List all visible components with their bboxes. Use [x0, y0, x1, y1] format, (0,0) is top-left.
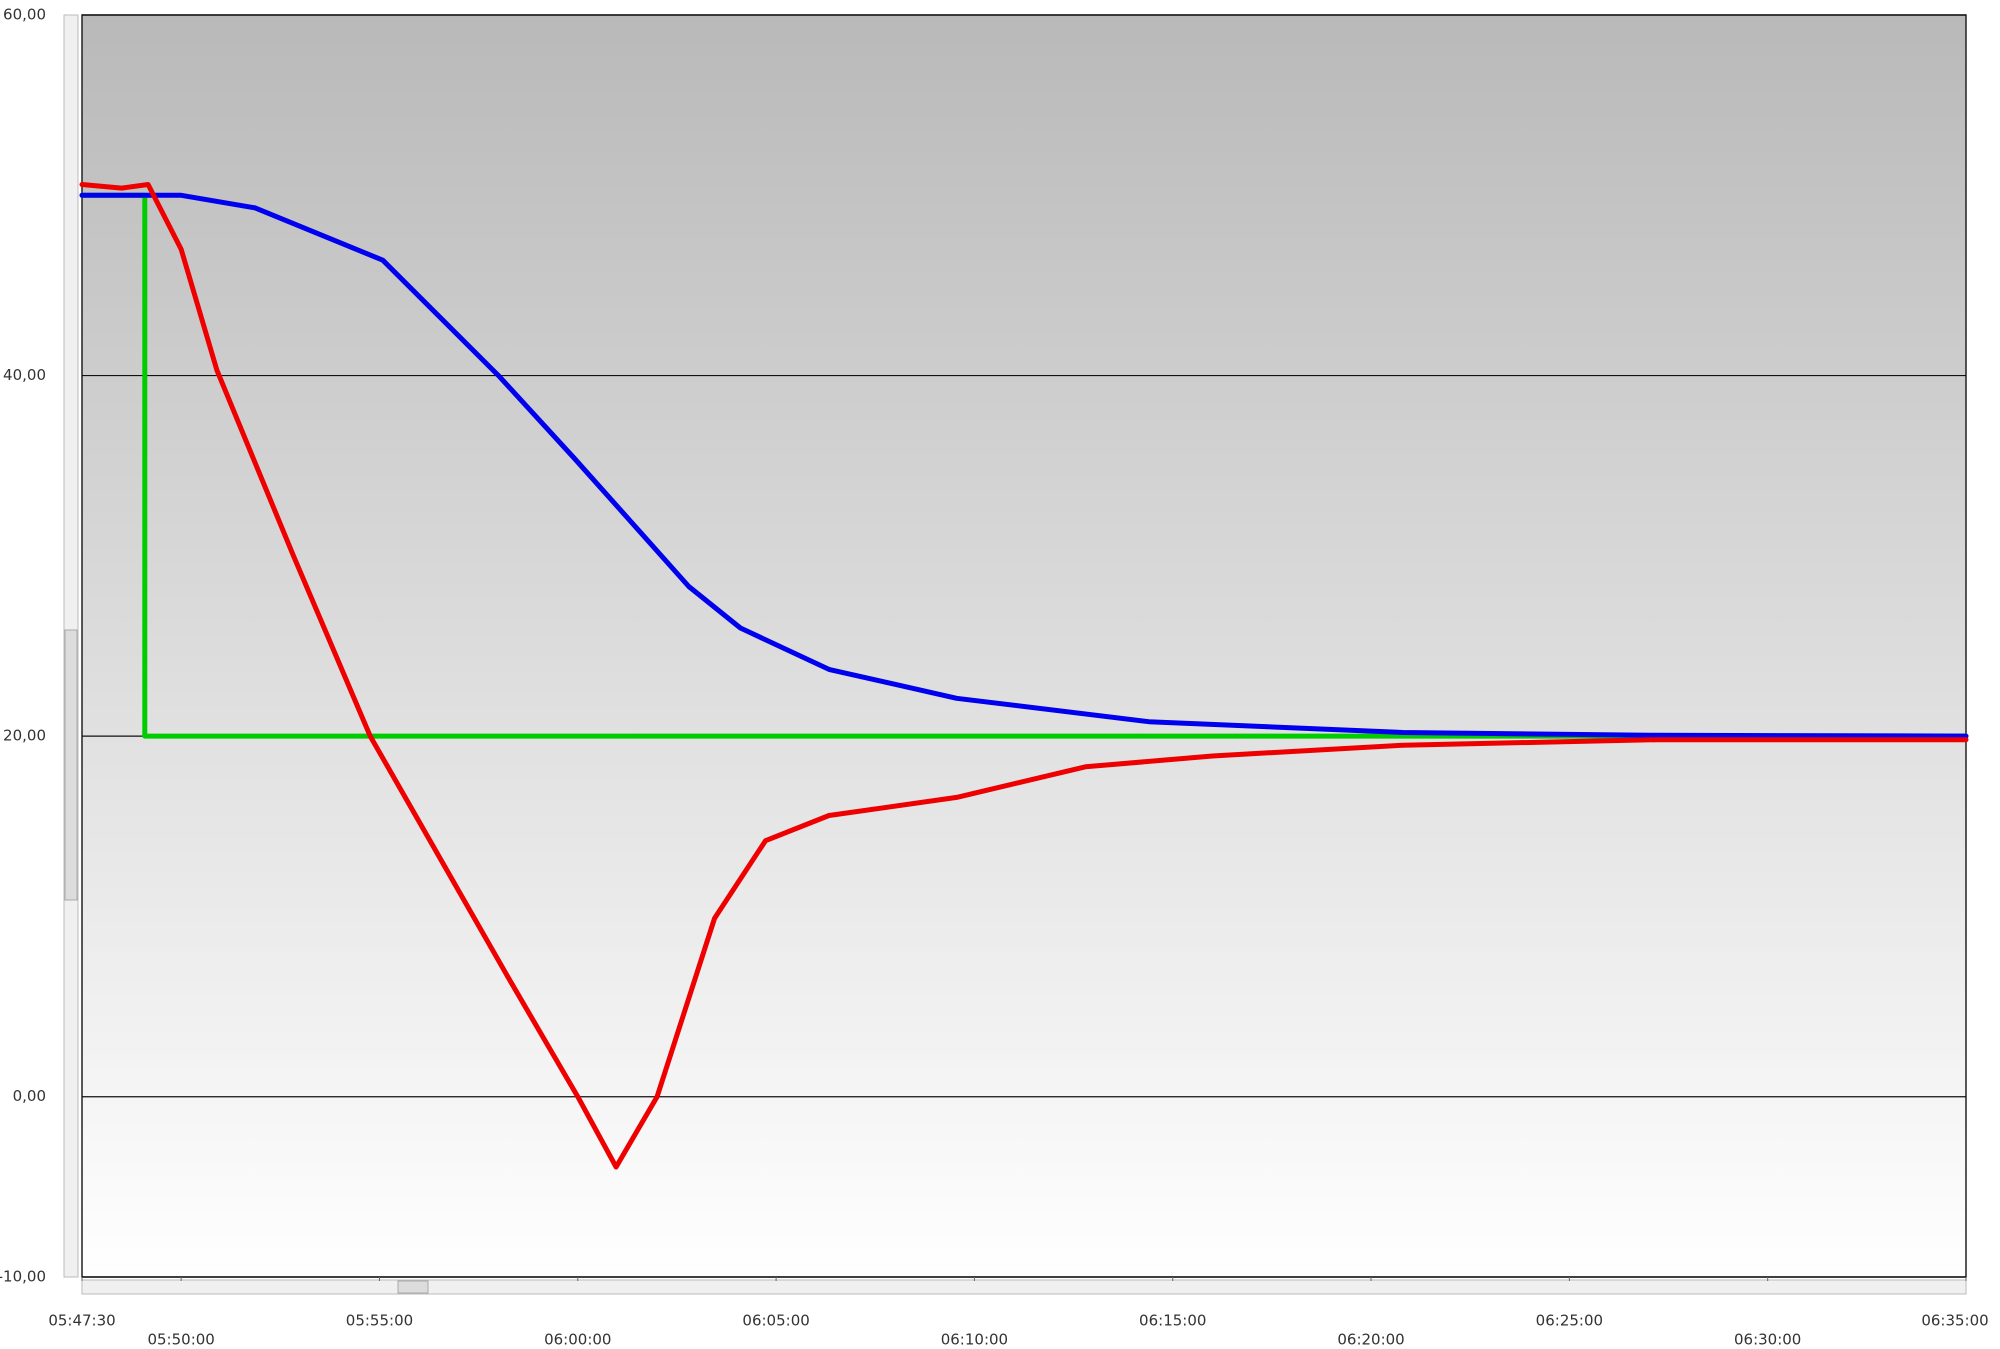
vertical-scroll-thumb[interactable]	[64, 629, 78, 901]
plot-area	[81, 14, 1967, 1278]
x-tick-label: 06:35:00	[1921, 1312, 1988, 1330]
series-line	[79, 192, 1969, 739]
y-tick-label: 0,00	[13, 1087, 46, 1105]
x-tick-label: 06:30:00	[1734, 1331, 1801, 1349]
x-tick-label: 06:05:00	[742, 1312, 809, 1330]
x-tick-label: 06:20:00	[1337, 1331, 1404, 1349]
y-tick-label: -10,00	[0, 1268, 46, 1286]
series-line	[79, 182, 1969, 1170]
x-tick-label: 06:10:00	[941, 1331, 1008, 1349]
horizontal-scrollbar[interactable]	[81, 1279, 1967, 1295]
x-tick-label: 05:47:30	[48, 1312, 115, 1330]
x-tick-label: 06:00:00	[544, 1331, 611, 1349]
y-tick-label: 40,00	[3, 366, 46, 384]
horizontal-scroll-thumb[interactable]	[397, 1280, 429, 1294]
x-tick-label: 06:25:00	[1536, 1312, 1603, 1330]
x-tick-label: 05:50:00	[147, 1331, 214, 1349]
y-tick-label: 60,00	[3, 6, 46, 24]
series-lines	[79, 182, 1969, 1170]
x-tick-label: 06:15:00	[1139, 1312, 1206, 1330]
y-tick-label: 20,00	[3, 727, 46, 745]
x-tick-label: 05:55:00	[346, 1312, 413, 1330]
